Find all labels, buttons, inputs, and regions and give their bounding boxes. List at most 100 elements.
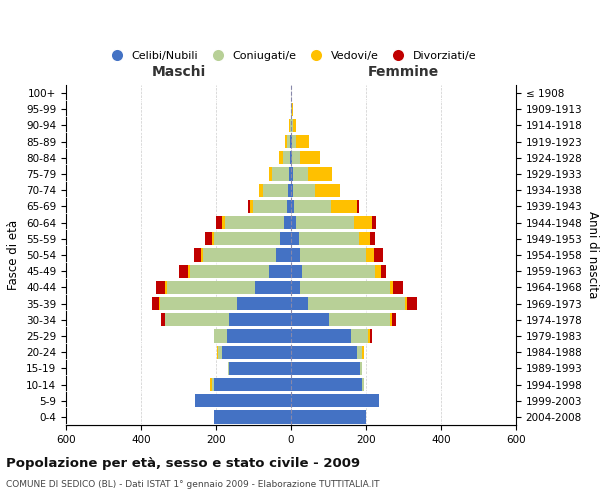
Bar [196, 394, 291, 407]
Bar [278, 151, 291, 164]
Bar [291, 184, 316, 197]
Bar [179, 264, 291, 278]
Bar [291, 394, 379, 407]
Bar [291, 135, 296, 148]
Bar [160, 297, 291, 310]
Bar [291, 280, 301, 294]
Bar [217, 346, 291, 359]
Bar [291, 330, 371, 342]
Bar [291, 168, 332, 180]
Bar [229, 362, 291, 375]
Bar [291, 119, 296, 132]
Bar [291, 200, 331, 213]
Bar [291, 362, 362, 375]
Bar [229, 313, 291, 326]
Bar [291, 378, 364, 391]
Bar [291, 102, 293, 116]
Bar [291, 184, 340, 197]
Bar [291, 346, 364, 359]
Bar [291, 102, 293, 116]
Bar [229, 362, 291, 375]
Bar [269, 264, 291, 278]
Bar [291, 410, 366, 424]
Bar [214, 410, 291, 424]
Bar [291, 151, 292, 164]
Bar [291, 264, 386, 278]
Bar [291, 297, 308, 310]
Bar [201, 248, 291, 262]
Bar [229, 362, 291, 375]
Bar [291, 394, 379, 407]
Bar [291, 151, 320, 164]
Bar [287, 135, 291, 148]
Text: COMUNE DI SEDICO (BL) - Dati ISTAT 1° gennaio 2009 - Elaborazione TUTTITALIA.IT: COMUNE DI SEDICO (BL) - Dati ISTAT 1° ge… [6, 480, 380, 489]
Bar [269, 168, 291, 180]
Bar [291, 410, 366, 424]
Bar [291, 297, 407, 310]
Bar [291, 168, 293, 180]
Bar [291, 168, 332, 180]
Bar [291, 313, 329, 326]
Bar [286, 135, 291, 148]
Bar [166, 280, 291, 294]
Bar [263, 184, 291, 197]
Bar [291, 248, 383, 262]
Bar [291, 330, 351, 342]
Bar [291, 362, 361, 375]
Bar [221, 346, 291, 359]
Bar [284, 216, 291, 230]
Bar [250, 200, 291, 213]
Bar [286, 135, 291, 148]
Bar [256, 280, 291, 294]
Y-axis label: Fasce di età: Fasce di età [7, 220, 20, 290]
Bar [161, 313, 291, 326]
Bar [193, 248, 291, 262]
Bar [291, 184, 340, 197]
Bar [289, 168, 291, 180]
Bar [196, 394, 291, 407]
Bar [291, 135, 310, 148]
Bar [291, 280, 403, 294]
Bar [291, 200, 294, 213]
Bar [291, 330, 368, 342]
Bar [156, 280, 291, 294]
Legend: Celibi/Nubili, Coniugati/e, Vedovi/e, Divorziati/e: Celibi/Nubili, Coniugati/e, Vedovi/e, Di… [101, 46, 481, 65]
Bar [291, 394, 379, 407]
Bar [291, 232, 359, 245]
Bar [291, 362, 362, 375]
Bar [248, 200, 291, 213]
Bar [159, 297, 291, 310]
Bar [291, 119, 296, 132]
Bar [166, 313, 291, 326]
Bar [291, 346, 364, 359]
Bar [291, 264, 302, 278]
Bar [291, 280, 394, 294]
Bar [291, 346, 356, 359]
Bar [214, 330, 291, 342]
Bar [289, 119, 291, 132]
Bar [291, 232, 299, 245]
Bar [214, 378, 291, 391]
Bar [214, 330, 291, 342]
Bar [291, 232, 376, 245]
Bar [291, 313, 392, 326]
Bar [212, 232, 291, 245]
Bar [291, 200, 359, 213]
Bar [227, 330, 291, 342]
Bar [216, 216, 291, 230]
Bar [283, 151, 291, 164]
Bar [287, 200, 291, 213]
Bar [259, 184, 291, 197]
Bar [290, 119, 291, 132]
Bar [269, 168, 291, 180]
Bar [291, 135, 310, 148]
Bar [217, 346, 291, 359]
Bar [291, 119, 293, 132]
Bar [190, 264, 291, 278]
Bar [291, 264, 376, 278]
Bar [211, 378, 291, 391]
Bar [291, 151, 299, 164]
Bar [280, 232, 291, 245]
Bar [214, 410, 291, 424]
Bar [291, 135, 292, 148]
